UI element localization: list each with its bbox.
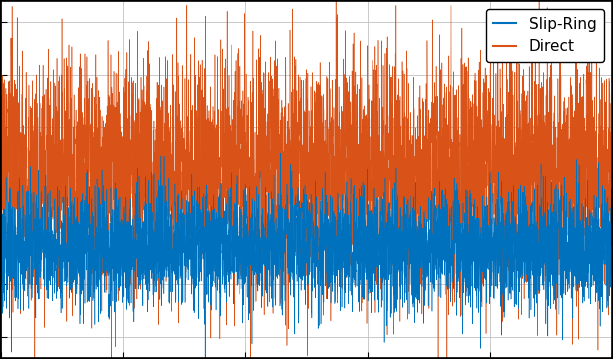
Direct xyxy=(0,232,5,236)
Slip-Ring xyxy=(500,144,507,148)
Direct xyxy=(608,244,613,249)
Direct xyxy=(364,250,371,255)
Slip-Ring xyxy=(395,76,402,81)
Direct xyxy=(453,181,460,186)
Slip-Ring xyxy=(109,96,116,100)
Slip-Ring xyxy=(364,176,371,180)
Slip-Ring xyxy=(231,206,238,210)
Slip-Ring xyxy=(608,187,613,191)
Direct xyxy=(231,238,238,243)
Slip-Ring xyxy=(453,157,460,162)
Direct xyxy=(500,227,507,231)
Line: Direct: Direct xyxy=(1,153,612,359)
Legend: Slip-Ring, Direct: Slip-Ring, Direct xyxy=(486,9,604,62)
Direct xyxy=(395,227,402,231)
Direct xyxy=(109,264,116,268)
Direct xyxy=(277,151,284,155)
Slip-Ring xyxy=(0,93,5,97)
